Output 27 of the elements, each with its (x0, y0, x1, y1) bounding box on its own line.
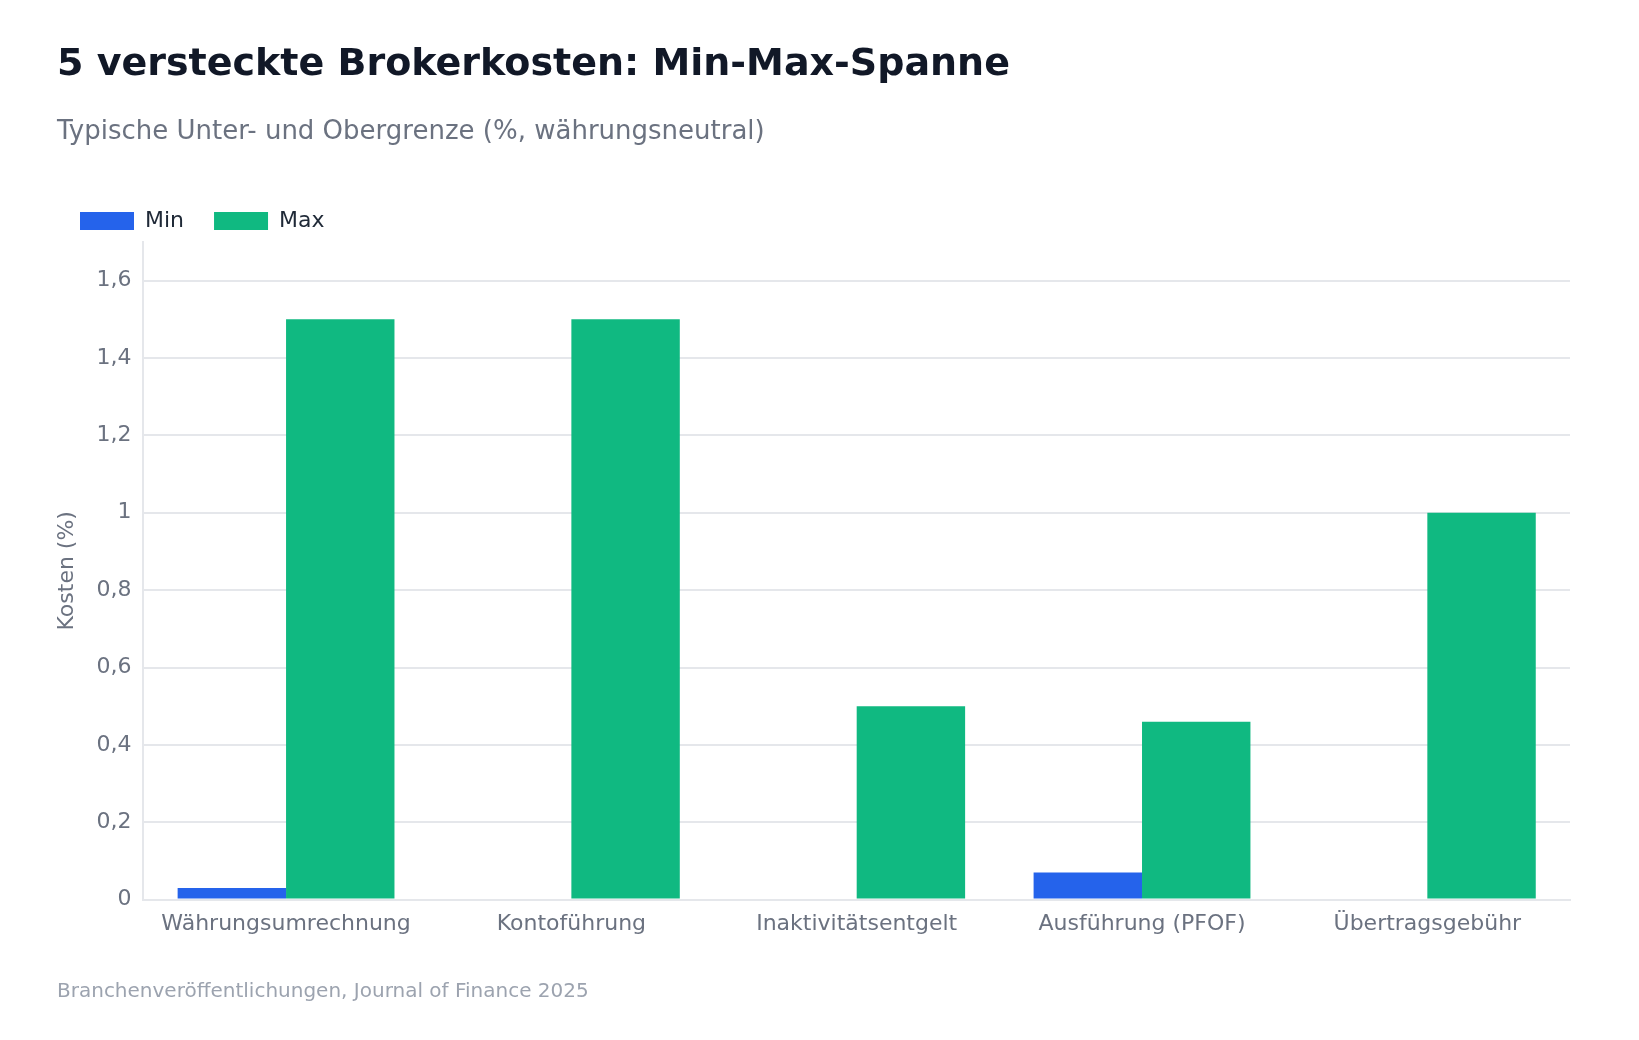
y-tick-label: 0,4 (96, 730, 132, 756)
bar (177, 888, 287, 899)
x-tick-label: Übertragsgebühr (1333, 909, 1523, 935)
y-tick-label: 0 (117, 885, 132, 911)
y-tick-label: 0,2 (96, 807, 132, 833)
x-tick-label: Kontoführung (496, 909, 647, 935)
x-tick-label: Währungsumrechnung (161, 909, 411, 935)
y-tick-label: 0,6 (96, 653, 132, 679)
bar (856, 706, 966, 899)
y-tick-label: 1,6 (96, 266, 132, 292)
y-tick-label: 1,2 (96, 421, 132, 447)
bar (1033, 872, 1143, 899)
legend-label: Min (145, 206, 185, 232)
x-tick-label: Inaktivitätsentgelt (756, 909, 958, 935)
bar (1427, 512, 1536, 899)
y-tick-label: 0,8 (96, 575, 132, 601)
bar (286, 319, 395, 899)
bar (1142, 721, 1251, 899)
chart-title: 5 versteckte Brokerkosten: Min-Max-Spanne (57, 40, 1010, 84)
text: Branchenveröffentlichungen, Journal of Finance 2025 (57, 978, 589, 1002)
y-tick-label: 1,4 (96, 343, 132, 369)
y-axis-title: Kosten (%) (52, 511, 78, 631)
y-tick-label: 1 (117, 498, 132, 524)
x-tick-label: Ausführung (PFOF) (1038, 909, 1246, 935)
legend-label: Max (279, 206, 325, 232)
chart-subtitle: Typische Unter- und Obergrenze (%, währungsneutral) (57, 115, 765, 145)
bar (571, 319, 680, 899)
